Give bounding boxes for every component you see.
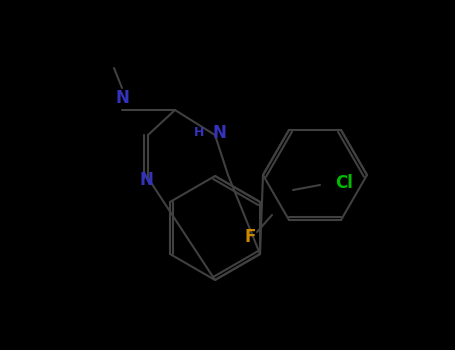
Text: H: H xyxy=(194,126,204,140)
Text: N: N xyxy=(212,124,226,142)
Text: F: F xyxy=(244,228,256,246)
Text: N: N xyxy=(139,171,153,189)
Text: Cl: Cl xyxy=(335,174,353,192)
Text: N: N xyxy=(115,89,129,107)
